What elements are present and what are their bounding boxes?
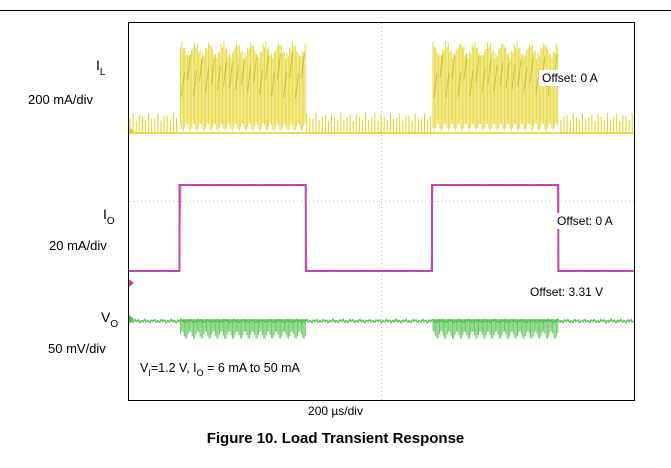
il-trace-light-load — [129, 113, 633, 133]
il-trace-heavy-load — [180, 41, 559, 131]
il-label: IL — [96, 57, 106, 79]
il-trace-envelope — [181, 52, 558, 99]
scope-grid — [129, 23, 634, 400]
vo-trace-heavy-load — [180, 319, 559, 339]
vo-scale: 50 mV/div — [48, 341, 106, 356]
il-ground-marker — [129, 127, 134, 135]
io-trace-noise — [129, 183, 634, 273]
vo-offset: Offset: 3.31 V — [527, 284, 607, 300]
vo-label: VO — [101, 309, 119, 331]
io-offset: Offset: 0 A — [554, 213, 616, 229]
time-per-division: 200 µs/div — [308, 404, 363, 418]
vo-ground-marker — [129, 315, 134, 323]
io-label: IO — [103, 206, 115, 228]
figure-caption: Figure 10. Load Transient Response — [206, 430, 465, 447]
test-conditions: VI=1.2 V, IO = 6 mA to 50 mA — [137, 360, 303, 378]
io-ground-marker — [129, 279, 134, 287]
il-offset: Offset: 0 A — [539, 70, 601, 86]
il-scale: 200 mA/div — [28, 92, 94, 107]
oscilloscope-screen: Offset: 0 A Offset: 0 A Offset: 3.31 V — [128, 22, 635, 401]
io-scale: 20 mA/div — [49, 238, 107, 253]
top-rule — [0, 10, 671, 11]
